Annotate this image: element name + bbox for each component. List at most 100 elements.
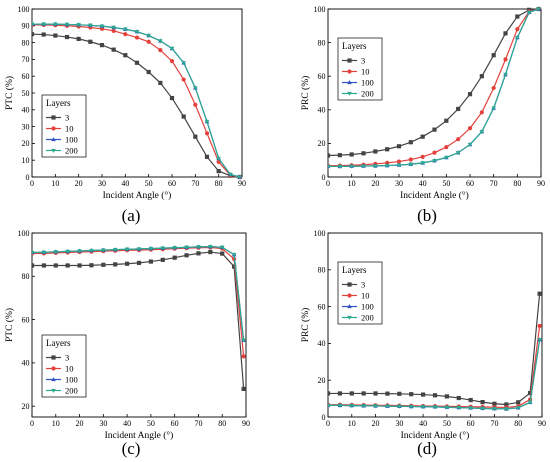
chart-a-point-200 — [204, 119, 210, 124]
chart-d-y-tick-label: 100 — [314, 229, 326, 238]
chart-a-point-200 — [88, 23, 93, 28]
chart-d-point-3 — [480, 399, 485, 405]
chart-c-x-tick-label: 70 — [194, 419, 202, 428]
chart-b-point-200 — [373, 164, 378, 169]
chart-b-point-3 — [396, 144, 402, 149]
chart-b-point-10 — [456, 137, 461, 142]
chart-d-point-3 — [504, 402, 509, 407]
chart-b-y-tick-label: 0 — [322, 173, 326, 182]
chart-b-point-3 — [479, 74, 484, 79]
chart-a-y-tick-label: 90 — [22, 22, 30, 31]
chart-b-point-10 — [503, 57, 508, 62]
chart-c-point-3 — [148, 259, 153, 264]
chart-b-point-200 — [444, 155, 449, 160]
chart-d-point-200 — [456, 405, 462, 411]
chart-b-point-200 — [349, 164, 354, 169]
chart-d-point-3 — [361, 391, 366, 396]
chart-a-point-3 — [64, 34, 70, 40]
chart-c-point-200 — [112, 247, 118, 253]
chart-b-point-10 — [432, 150, 437, 155]
chart-b-point-3 — [503, 31, 508, 36]
chart-d-plot-frame — [327, 232, 543, 418]
chart-c-legend-marker-3 — [51, 355, 56, 360]
chart-d-point-200 — [444, 405, 450, 410]
chart-b-point-10 — [467, 126, 473, 131]
chart-b-point-3 — [337, 153, 342, 158]
panel-a: 0 10 20 30 40 50 60 70 80 90 0 10 20 30 40 50 60 70 80 90 10… — [4, 5, 246, 201]
chart-a-y-tick-label: 20 — [22, 139, 30, 148]
chart-d-point-200 — [432, 405, 438, 410]
chart-a-legend-marker-3 — [51, 115, 56, 120]
chart-b-legend-marker-200 — [347, 91, 352, 96]
chart-c-point-200 — [32, 250, 35, 255]
chart-d-x-axis-label: Incident Angle (°) — [401, 430, 470, 441]
chart-a-x-tick-label: 80 — [215, 179, 223, 188]
chart-a-legend-entry-200: 200 — [65, 146, 78, 156]
chart-b-point-3 — [328, 153, 331, 158]
chart-a-y-tick-label: 40 — [22, 106, 30, 115]
chart-d-point-200 — [408, 404, 414, 409]
chart-b-point-3 — [420, 134, 425, 139]
chart-b-point-200 — [420, 161, 425, 166]
chart-a-point-10 — [134, 35, 140, 40]
chart-b-series-group — [328, 6, 541, 169]
chart-c-x-tick-label: 50 — [147, 419, 155, 428]
chart-b-point-10 — [444, 144, 449, 150]
chart-c-legend-entry-3: 3 — [65, 353, 69, 363]
chart-c-point-3 — [32, 263, 35, 268]
chart-d-legend-title: Layers — [342, 265, 367, 275]
chart-d-y-tick-label: 20 — [318, 376, 326, 385]
chart-d-point-3 — [397, 391, 402, 396]
chart-d-legend-entry-10: 10 — [361, 291, 370, 301]
chart-c-point-3 — [65, 263, 70, 268]
chart-a-point-200 — [134, 30, 140, 35]
chart-a-point-3 — [216, 169, 221, 174]
chart-d-point-200 — [504, 407, 509, 412]
chart-a-x-tick-label: 0 — [30, 179, 34, 188]
chart-b-point-3 — [385, 147, 390, 152]
chart-b-y-axis-label: PRC (%) — [300, 76, 311, 111]
chart-a-point-10 — [111, 28, 116, 33]
chart-b-point-200 — [337, 164, 343, 169]
chart-b-legend-box — [337, 37, 383, 101]
chart-b-y-tick-label: 100 — [314, 5, 326, 14]
chart-b-y-tick-label: 20 — [318, 139, 326, 148]
chart-d-point-200 — [397, 404, 402, 409]
chart-d-x-tick-label: 10 — [348, 419, 356, 428]
chart-a-point-3 — [111, 47, 116, 52]
chart-d-point-200 — [492, 407, 497, 412]
chart-d-point-3 — [337, 391, 342, 396]
chart-a-y-tick-label: 30 — [22, 122, 30, 131]
chart-a-legend-marker-10 — [51, 126, 56, 131]
chart-b-point-200 — [479, 129, 485, 135]
chart-d-y-tick-label: 80 — [318, 266, 326, 275]
chart-a-point-3 — [76, 36, 81, 42]
chart-c-point-3 — [241, 386, 246, 391]
chart-d-legend-entry-200: 200 — [361, 313, 374, 323]
chart-a-legend-box — [41, 94, 87, 158]
chart-a-point-3 — [169, 95, 175, 101]
chart-a-point-200 — [181, 61, 186, 66]
chart-b-point-200 — [432, 159, 437, 164]
chart-a-point-3 — [134, 60, 140, 65]
chart-d-x-tick-label: 40 — [419, 419, 427, 428]
chart-d-point-200 — [373, 404, 378, 409]
chart-a-point-200 — [123, 27, 128, 32]
chart-b-legend-marker-100 — [347, 80, 352, 85]
chart-b-x-tick-label: 30 — [395, 179, 403, 188]
chart-d-legend-box — [337, 261, 383, 325]
chart-b-plot-frame — [327, 8, 542, 178]
chart-b-point-3 — [349, 152, 354, 157]
chart-c-x-tick-label: 80 — [218, 419, 226, 428]
chart-b-point-3 — [361, 151, 366, 156]
chart-a-point-10 — [123, 32, 128, 37]
chart-b-point-200 — [408, 162, 414, 167]
chart-d-point-200 — [328, 403, 331, 408]
chart-d-legend-marker-100 — [347, 304, 352, 309]
chart-d-point-3 — [537, 291, 542, 296]
chart-d-x-tick-label: 80 — [514, 419, 522, 428]
chart-c-point-3 — [136, 260, 142, 265]
chart-d-x-tick-label: 0 — [326, 419, 330, 428]
chart-b-legend-entry-100: 100 — [361, 78, 374, 88]
